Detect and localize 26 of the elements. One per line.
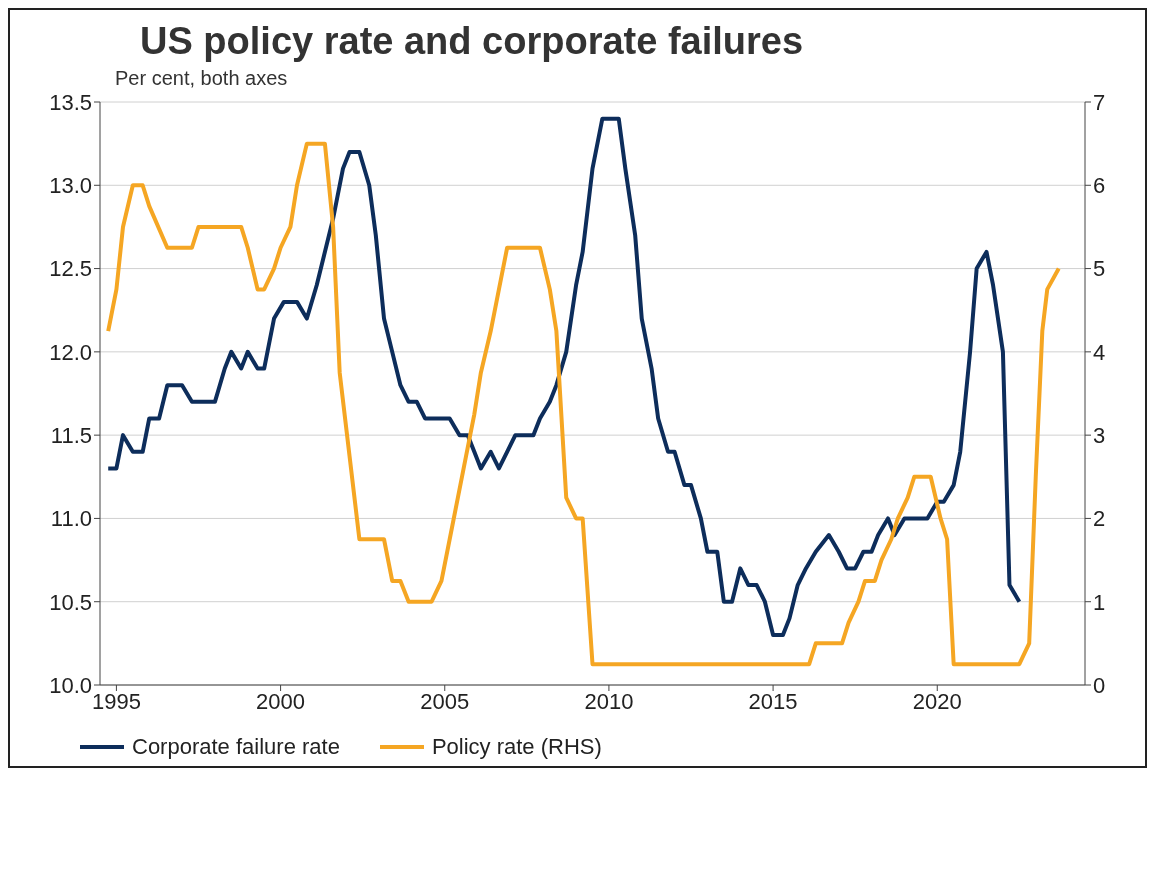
y2-tick-label: 5	[1093, 256, 1106, 282]
y2-tick-label: 1	[1093, 589, 1106, 615]
y-tick-label: 12.5	[49, 256, 92, 282]
x-tick-label: 2010	[584, 688, 634, 714]
y-tick-label: 13.0	[49, 173, 92, 199]
y-tick-label: 12.0	[49, 339, 92, 365]
legend-label: Policy rate (RHS)	[431, 734, 602, 760]
y2-tick-label: 7	[1093, 89, 1106, 115]
y2-tick-label: 6	[1093, 173, 1106, 199]
chart-title: US policy rate and corporate failures	[139, 20, 805, 63]
y-tick-label: 10.0	[49, 672, 92, 698]
y2-tick-label: 0	[1093, 672, 1106, 698]
legend-label: Corporate failure rate	[132, 734, 340, 760]
y-tick-label: 11.5	[50, 422, 92, 448]
x-tick-label: 2000	[256, 688, 306, 714]
y2-tick-label: 4	[1093, 339, 1106, 365]
chart-subtitle: Per cent, both axes	[114, 67, 289, 90]
y-tick-label: 11.0	[50, 506, 92, 532]
x-tick-label: 2005	[420, 688, 470, 714]
x-tick-label: 2015	[748, 688, 798, 714]
y-tick-label: 13.5	[49, 89, 92, 115]
x-tick-label: 2020	[912, 688, 962, 714]
y2-tick-label: 2	[1093, 506, 1106, 532]
x-tick-label: 1995	[91, 688, 141, 714]
y2-tick-label: 3	[1093, 422, 1106, 448]
y-tick-label: 10.5	[49, 589, 92, 615]
